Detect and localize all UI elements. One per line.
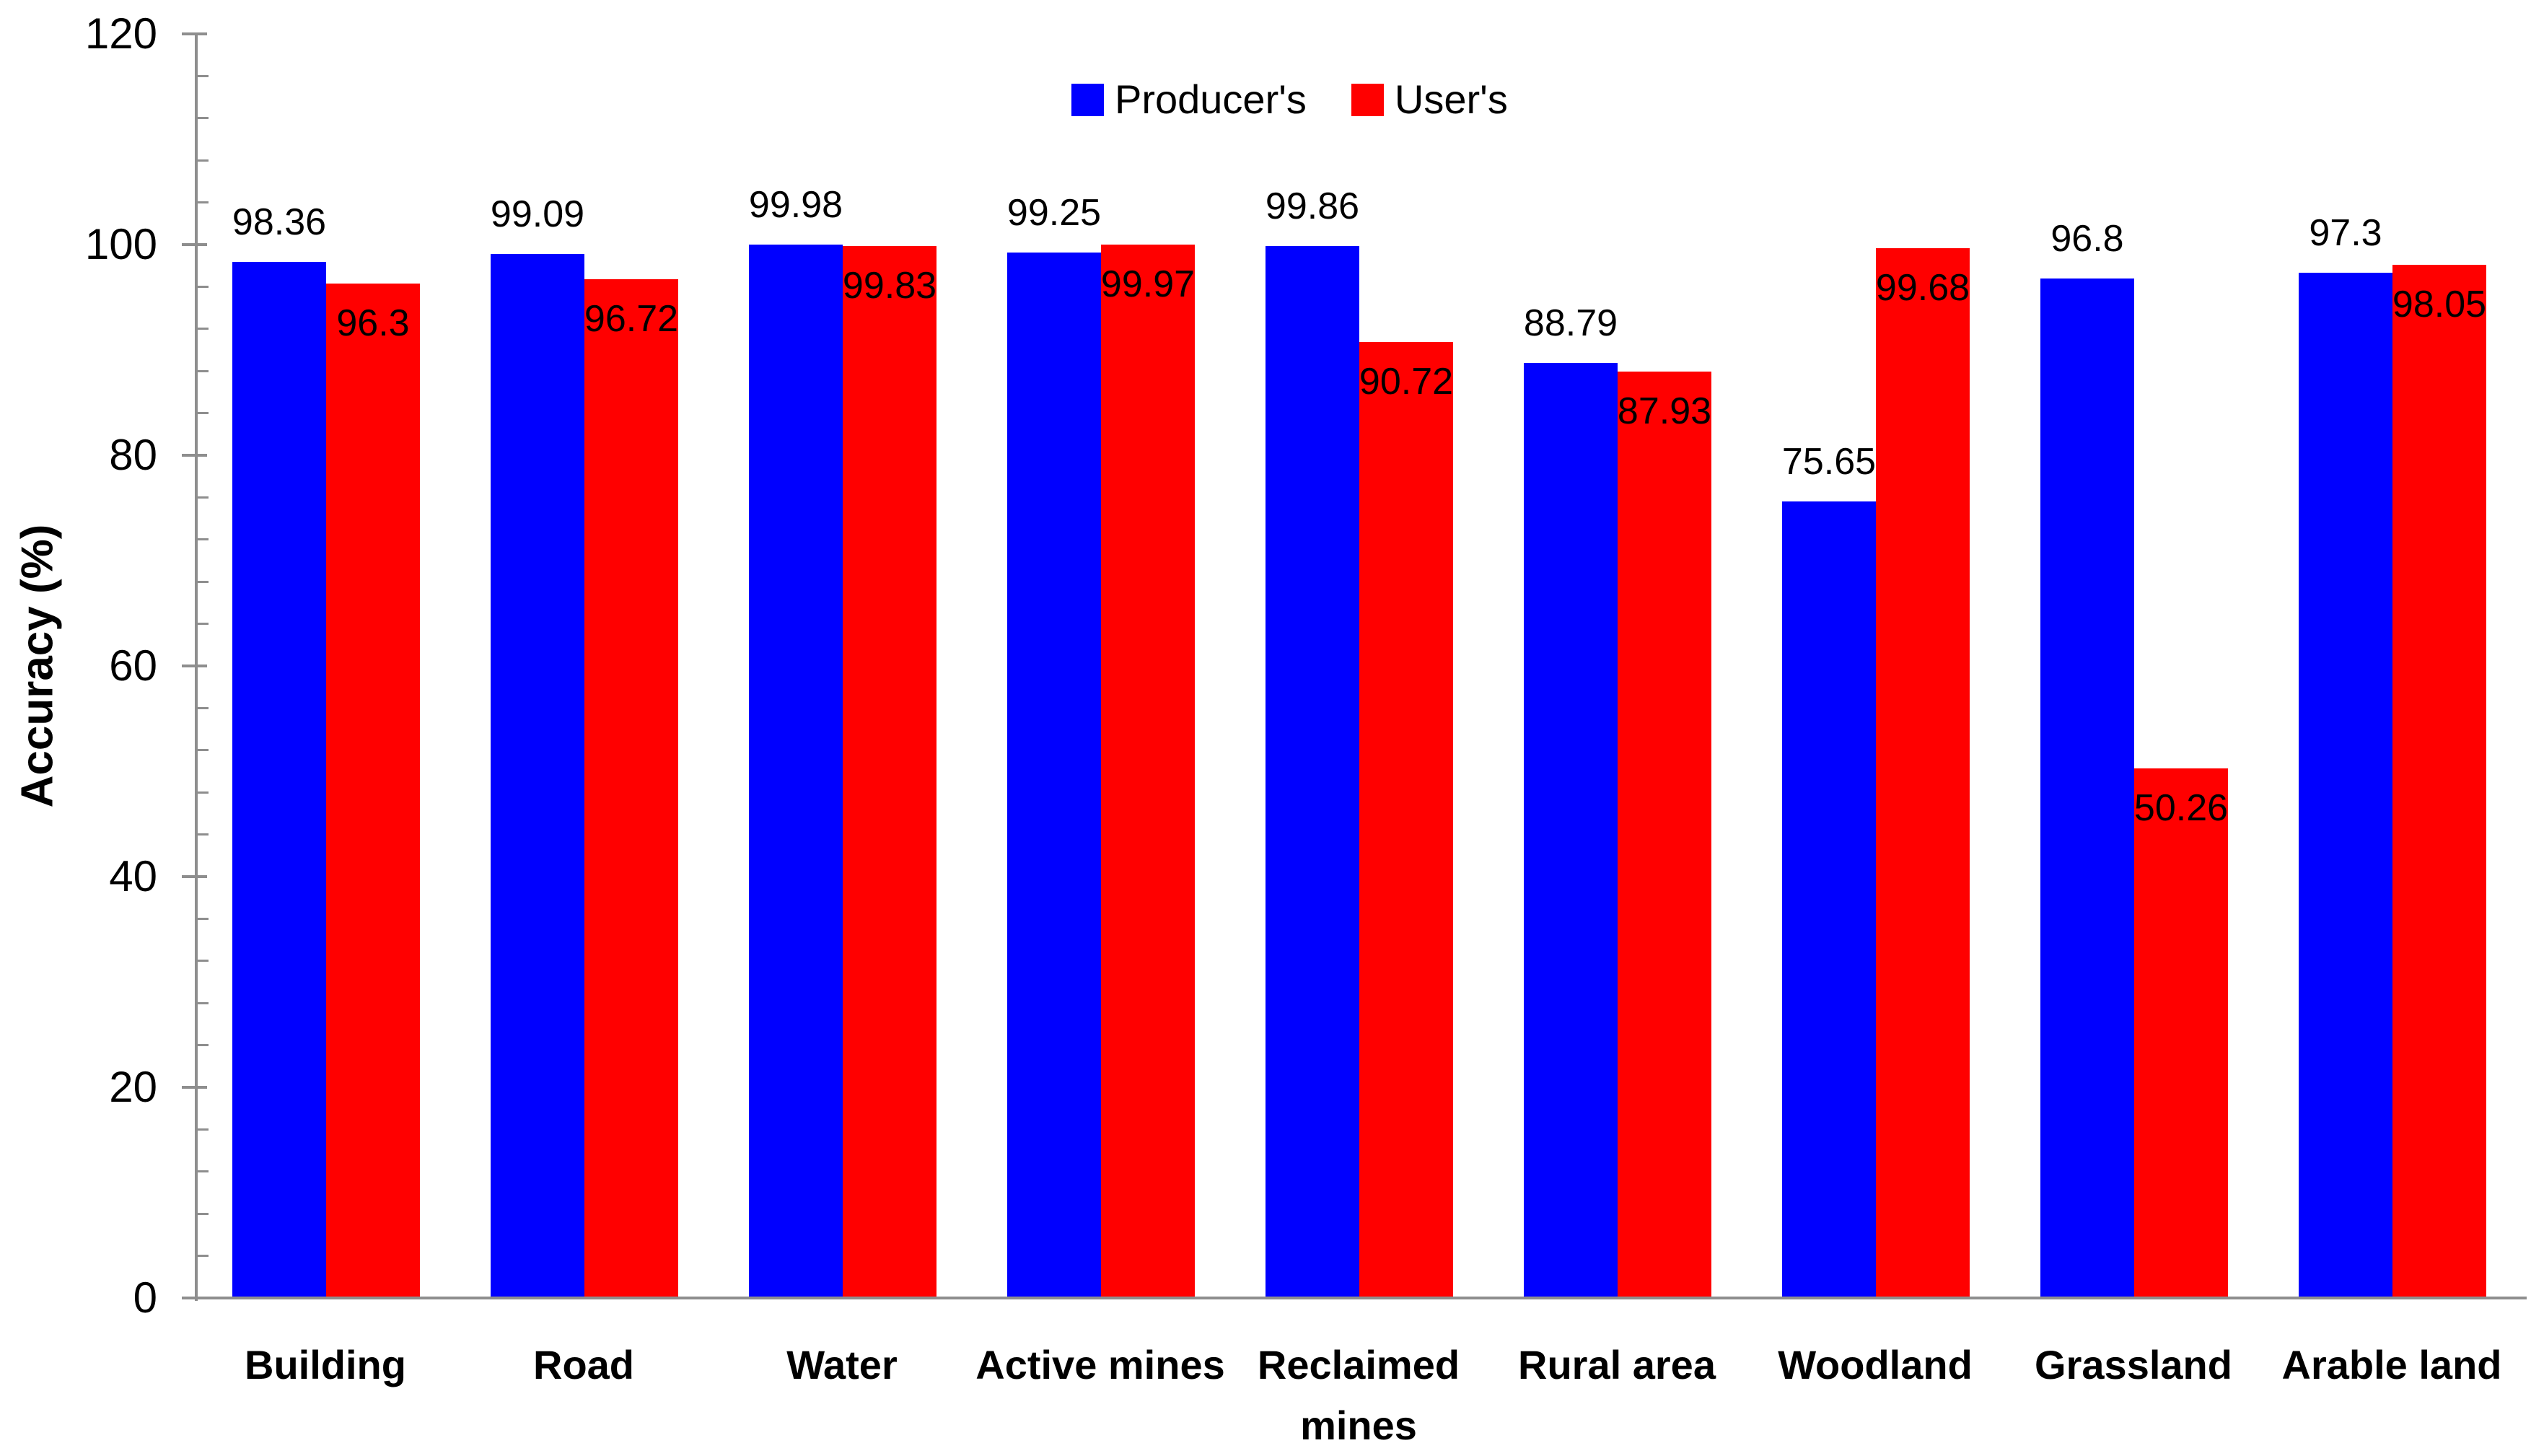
users-bar bbox=[1101, 245, 1195, 1298]
producers-data-label: 97.3 bbox=[2309, 212, 2382, 255]
producers-data-label: 96.8 bbox=[2050, 217, 2124, 260]
category-label: Rural area bbox=[1518, 1342, 1716, 1387]
category-label: Building bbox=[245, 1342, 406, 1387]
users-bar bbox=[2134, 768, 2228, 1298]
y-tick-label: 100 bbox=[84, 220, 157, 268]
users-data-label: 96.72 bbox=[584, 297, 679, 340]
y-tick-label: 0 bbox=[133, 1273, 157, 1322]
producers-legend-label: Producer's bbox=[1115, 76, 1307, 122]
y-axis-line bbox=[195, 32, 198, 1301]
y-minor-tick bbox=[196, 369, 209, 372]
category-label: Arable land bbox=[2281, 1342, 2502, 1387]
y-major-tick bbox=[182, 875, 207, 878]
producers-data-label: 99.09 bbox=[490, 193, 585, 236]
users-bar bbox=[1618, 372, 1711, 1298]
y-minor-tick bbox=[196, 917, 209, 920]
y-minor-tick bbox=[196, 328, 209, 330]
users-data-label: 87.93 bbox=[1617, 390, 1712, 433]
producers-bar bbox=[1524, 362, 1618, 1298]
y-minor-tick bbox=[196, 1212, 209, 1215]
producers-bar bbox=[2040, 278, 2134, 1298]
y-tick-label: 40 bbox=[109, 852, 157, 900]
producers-data-label: 99.25 bbox=[1006, 191, 1102, 234]
legend: Producer's User's bbox=[1071, 79, 1508, 120]
category-label: Water bbox=[786, 1342, 898, 1387]
y-minor-tick bbox=[196, 623, 209, 626]
y-minor-tick bbox=[196, 159, 209, 162]
y-minor-tick bbox=[196, 74, 209, 77]
y-minor-tick bbox=[196, 117, 209, 120]
legend-item-producers: Producer's bbox=[1071, 79, 1307, 120]
category-label: Reclaimed mines bbox=[1257, 1342, 1460, 1448]
users-bar bbox=[584, 279, 678, 1298]
y-minor-tick bbox=[196, 285, 209, 288]
users-bar bbox=[843, 246, 936, 1298]
y-minor-tick bbox=[196, 1001, 209, 1004]
producers-bar bbox=[1266, 246, 1359, 1298]
y-tick-label: 80 bbox=[109, 431, 157, 479]
y-minor-tick bbox=[196, 201, 209, 204]
users-bar bbox=[1359, 342, 1453, 1298]
users-data-label: 96.3 bbox=[336, 302, 410, 345]
users-legend-swatch bbox=[1351, 83, 1384, 116]
users-data-label: 99.83 bbox=[842, 265, 937, 307]
x-axis-line bbox=[182, 1297, 2527, 1299]
users-data-label: 90.72 bbox=[1359, 361, 1454, 403]
users-bar bbox=[2392, 265, 2486, 1298]
y-minor-tick bbox=[196, 580, 209, 583]
y-tick-label: 120 bbox=[84, 9, 157, 58]
users-legend-label: User's bbox=[1394, 76, 1508, 122]
category-label: Grassland bbox=[2035, 1342, 2232, 1387]
producers-data-label: 98.36 bbox=[232, 201, 327, 243]
y-minor-tick bbox=[196, 833, 209, 836]
producers-data-label: 99.98 bbox=[748, 184, 843, 227]
producers-bar bbox=[232, 261, 326, 1298]
y-minor-tick bbox=[196, 1044, 209, 1047]
y-major-tick bbox=[182, 243, 207, 246]
category-label: Road bbox=[533, 1342, 634, 1387]
producers-data-label: 99.86 bbox=[1265, 185, 1360, 228]
y-major-tick bbox=[182, 32, 207, 35]
legend-item-users: User's bbox=[1351, 79, 1508, 120]
y-major-tick bbox=[182, 1086, 207, 1089]
users-bar bbox=[1876, 247, 1970, 1298]
y-minor-tick bbox=[196, 960, 209, 962]
producers-bar bbox=[749, 245, 843, 1298]
y-minor-tick bbox=[196, 1170, 209, 1173]
users-data-label: 99.97 bbox=[1100, 263, 1196, 306]
y-minor-tick bbox=[196, 791, 209, 794]
users-data-label: 50.26 bbox=[2133, 787, 2229, 830]
users-data-label: 99.68 bbox=[1875, 266, 1970, 309]
y-minor-tick bbox=[196, 1128, 209, 1131]
y-tick-label: 60 bbox=[109, 641, 157, 690]
producers-data-label: 75.65 bbox=[1781, 440, 1877, 483]
producers-bar bbox=[1782, 501, 1876, 1298]
producers-legend-swatch bbox=[1071, 83, 1104, 116]
producers-bar bbox=[1007, 252, 1101, 1298]
category-label: Woodland bbox=[1778, 1342, 1973, 1387]
producers-bar bbox=[491, 254, 584, 1298]
y-major-tick bbox=[182, 454, 207, 457]
producers-data-label: 88.79 bbox=[1523, 302, 1618, 344]
y-minor-tick bbox=[196, 496, 209, 499]
y-minor-tick bbox=[196, 749, 209, 752]
producers-bar bbox=[2299, 273, 2392, 1298]
users-bar bbox=[326, 284, 420, 1298]
y-tick-label: 20 bbox=[109, 1063, 157, 1111]
y-minor-tick bbox=[196, 412, 209, 415]
category-label: Active mines bbox=[975, 1342, 1225, 1387]
users-data-label: 98.05 bbox=[2392, 284, 2487, 326]
y-major-tick bbox=[182, 665, 207, 667]
y-minor-tick bbox=[196, 538, 209, 541]
y-minor-tick bbox=[196, 1255, 209, 1258]
y-minor-tick bbox=[196, 706, 209, 709]
